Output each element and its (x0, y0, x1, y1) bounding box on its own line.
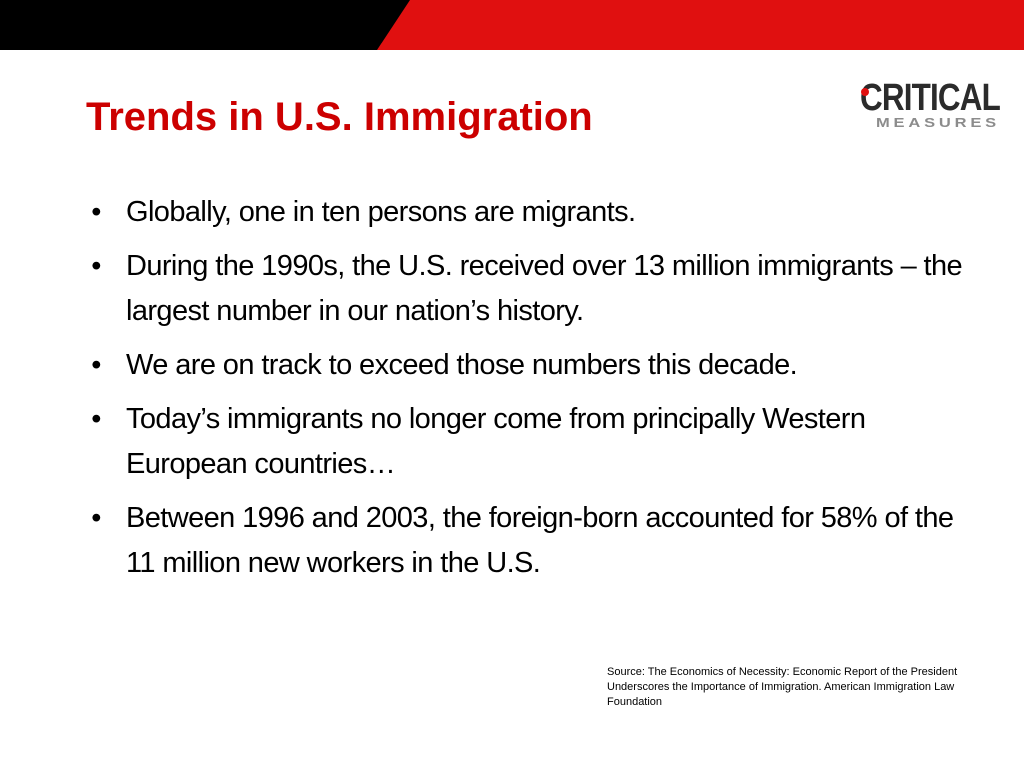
bullet-item: • During the 1990s, the U.S. received ov… (86, 244, 986, 334)
bullet-text: Between 1996 and 2003, the foreign-born … (126, 502, 954, 579)
bullet-item: • We are on track to exceed those number… (86, 343, 986, 388)
slide-title: Trends in U.S. Immigration (86, 95, 593, 139)
bullet-item: • Between 1996 and 2003, the foreign-bor… (86, 496, 986, 586)
bullet-text: Today’s immigrants no longer come from p… (126, 403, 866, 480)
bullet-list: • Globally, one in ten persons are migra… (86, 190, 986, 595)
bullet-marker: • (91, 349, 101, 381)
bullet-marker: • (91, 403, 101, 435)
bullet-item: • Today’s immigrants no longer come from… (86, 397, 986, 487)
bullet-text: During the 1990s, the U.S. received over… (126, 250, 963, 327)
critical-measures-logo: CRITICAL MEASURES (860, 77, 1002, 130)
bullet-marker: • (91, 196, 101, 228)
bullet-marker: • (91, 502, 101, 534)
bullet-marker: • (91, 250, 101, 282)
logo-red-dot (861, 88, 869, 96)
bullet-text: We are on track to exceed those numbers … (126, 349, 798, 381)
bullet-text: Globally, one in ten persons are migrant… (126, 196, 636, 228)
source-citation: Source: The Economics of Necessity: Econ… (607, 666, 958, 708)
logo-wordmark: CRITICAL (860, 77, 1001, 119)
bullet-item: • Globally, one in ten persons are migra… (86, 190, 986, 235)
header-band-red-stripe (377, 0, 1024, 50)
top-header-band (0, 0, 1024, 50)
logo-tagline: MEASURES (876, 115, 1000, 130)
